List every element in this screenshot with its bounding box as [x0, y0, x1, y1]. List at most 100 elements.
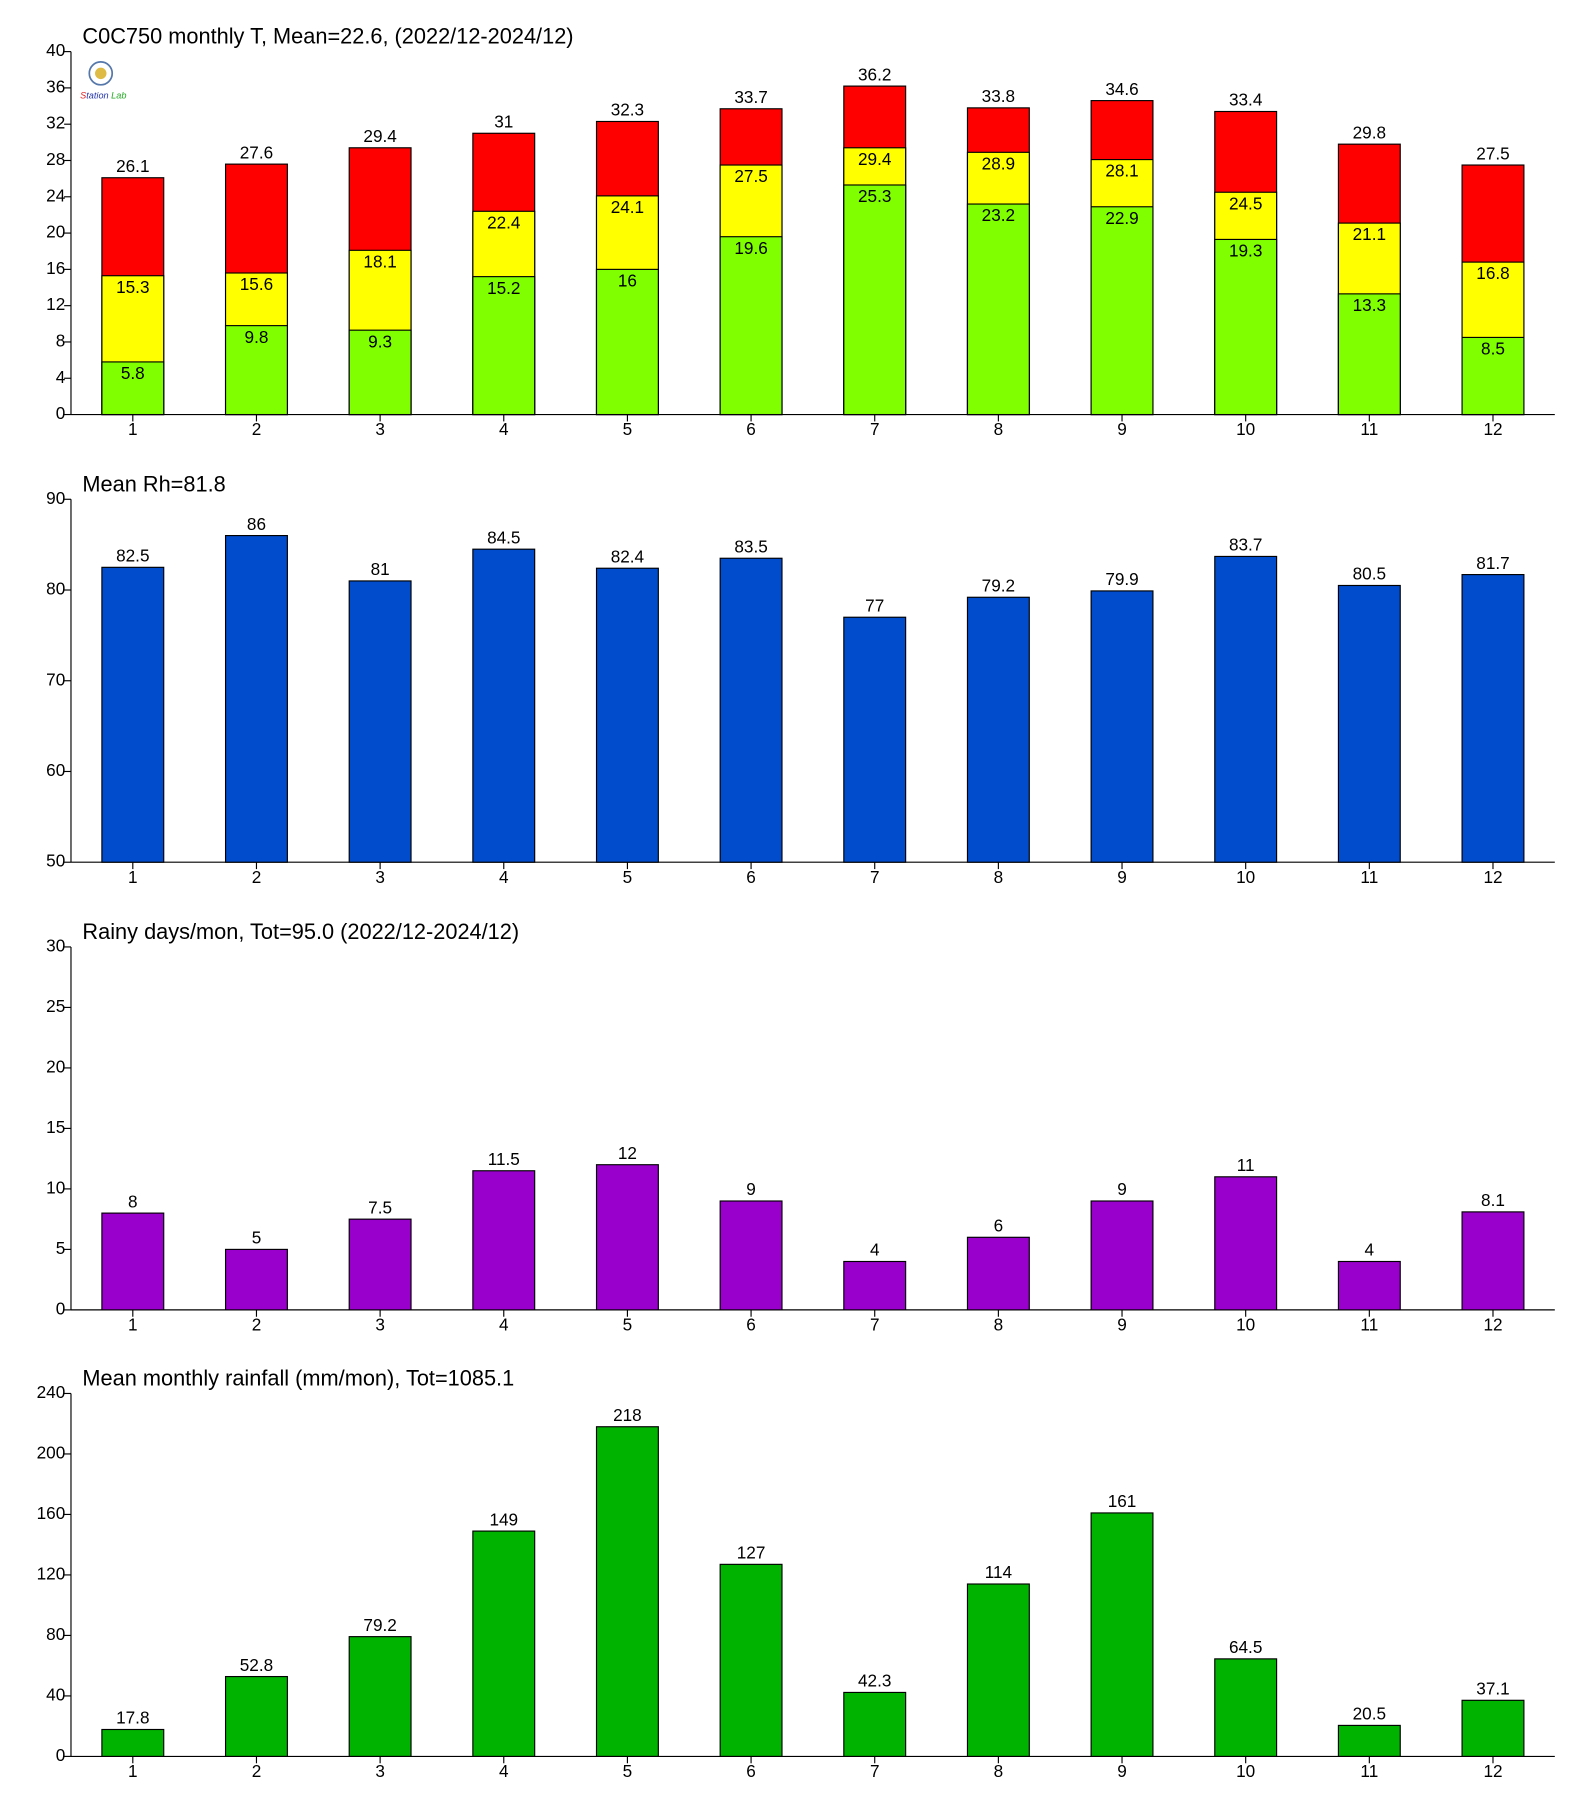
x-tick-label: 3: [375, 867, 385, 887]
x-tick-label: 11: [1360, 1314, 1378, 1334]
y-tick-label: 0: [56, 403, 66, 423]
x-tick-label: 2: [252, 419, 262, 439]
bar: [843, 1260, 907, 1311]
value-label: 81: [371, 559, 390, 579]
value-label: 5: [252, 1228, 262, 1248]
bar: [966, 203, 1030, 416]
value-label: 9.8: [245, 327, 269, 347]
x-tick-label: 12: [1483, 1314, 1502, 1334]
value-label: 29.8: [1353, 122, 1386, 142]
value-label: 19.3: [1229, 241, 1262, 261]
bar: [472, 276, 536, 416]
y-tick-label: 40: [46, 1684, 65, 1704]
bar: [1090, 206, 1154, 416]
y-tick-label: 24: [46, 185, 66, 205]
x-tick-label: 6: [746, 1314, 756, 1334]
value-label: 13.3: [1353, 295, 1386, 315]
x-tick-label: 6: [746, 1761, 756, 1781]
y-tick-label: 28: [46, 149, 65, 169]
bar: [472, 548, 536, 863]
bar: [1337, 1724, 1401, 1757]
value-label: 80.5: [1353, 564, 1386, 584]
x-tick-label: 5: [623, 1761, 633, 1781]
x-tick-label: 3: [375, 419, 385, 439]
value-label: 37.1: [1476, 1679, 1509, 1699]
bar: [1090, 1200, 1154, 1311]
bar: [1337, 1260, 1401, 1311]
bar: [1337, 293, 1401, 416]
y-tick-label: 20: [46, 1056, 65, 1076]
value-label: 32.3: [611, 100, 644, 120]
bar: [719, 1200, 783, 1311]
value-label: 28.9: [982, 153, 1015, 173]
y-tick-label: 32: [46, 113, 65, 133]
value-label: 17.8: [116, 1708, 149, 1728]
x-tick-label: 5: [623, 867, 633, 887]
y-tick-label: 90: [46, 488, 65, 508]
x-tick-label: 7: [870, 1314, 880, 1334]
value-label: 83.5: [734, 536, 767, 556]
y-tick-label: 40: [46, 40, 65, 60]
bar: [101, 361, 165, 416]
bar: [1090, 1512, 1154, 1757]
value-label: 15.3: [116, 277, 149, 297]
bar: [595, 1426, 659, 1757]
logo: Station Lab: [80, 61, 126, 101]
y-tick-label: 60: [46, 760, 65, 780]
value-label: 9: [746, 1179, 756, 1199]
value-label: 24.5: [1229, 193, 1262, 213]
bar: [719, 1563, 783, 1757]
value-label: 27.5: [1476, 143, 1509, 163]
x-tick-label: 9: [1117, 1314, 1127, 1334]
x-tick-label: 7: [870, 867, 880, 887]
svg-text:Station Lab: Station Lab: [80, 91, 126, 101]
value-label: 127: [737, 1543, 766, 1563]
value-label: 21.1: [1353, 224, 1386, 244]
value-label: 33.7: [734, 87, 767, 107]
value-label: 7.5: [368, 1197, 392, 1217]
y-tick-label: 30: [46, 935, 65, 955]
y-tick-label: 16: [46, 258, 65, 278]
value-label: 82.4: [611, 546, 645, 566]
value-label: 18.1: [363, 251, 396, 271]
y-tick-label: 120: [37, 1563, 66, 1583]
value-label: 11: [1237, 1155, 1255, 1175]
value-label: 15.2: [487, 278, 520, 298]
x-tick-label: 10: [1236, 419, 1255, 439]
bar: [348, 1636, 412, 1757]
x-tick-label: 7: [870, 419, 880, 439]
bar: [224, 325, 288, 416]
x-tick-label: 8: [994, 1314, 1004, 1334]
bar: [1461, 1699, 1525, 1757]
x-tick-label: 1: [128, 1314, 138, 1334]
x-tick-label: 4: [499, 1761, 509, 1781]
bar: [595, 1164, 659, 1311]
x-tick-label: 11: [1360, 867, 1378, 887]
x-tick-label: 12: [1483, 419, 1502, 439]
x-tick-label: 1: [128, 867, 138, 887]
x-tick-label: 10: [1236, 867, 1255, 887]
bar: [101, 1212, 165, 1311]
y-tick-label: 240: [37, 1382, 66, 1402]
y-tick-label: 5: [56, 1238, 66, 1258]
value-label: 8: [128, 1191, 138, 1211]
x-tick-label: 12: [1483, 867, 1502, 887]
y-tick-label: 70: [46, 669, 65, 689]
value-label: 36.2: [858, 64, 891, 84]
value-label: 16.8: [1476, 263, 1509, 283]
bar: [843, 616, 907, 863]
x-tick-label: 6: [746, 867, 756, 887]
value-label: 52.8: [240, 1655, 273, 1675]
x-tick-label: 4: [499, 1314, 509, 1334]
y-tick-label: 12: [46, 294, 65, 314]
x-tick-label: 8: [994, 867, 1004, 887]
bar: [1214, 238, 1278, 416]
value-label: 79.9: [1105, 569, 1138, 589]
y-tick-label: 80: [46, 579, 65, 599]
value-label: 149: [489, 1509, 518, 1529]
bar: [719, 557, 783, 863]
y-tick-label: 25: [46, 996, 65, 1016]
value-label: 9: [1117, 1179, 1127, 1199]
y-tick-label: 10: [46, 1177, 65, 1197]
